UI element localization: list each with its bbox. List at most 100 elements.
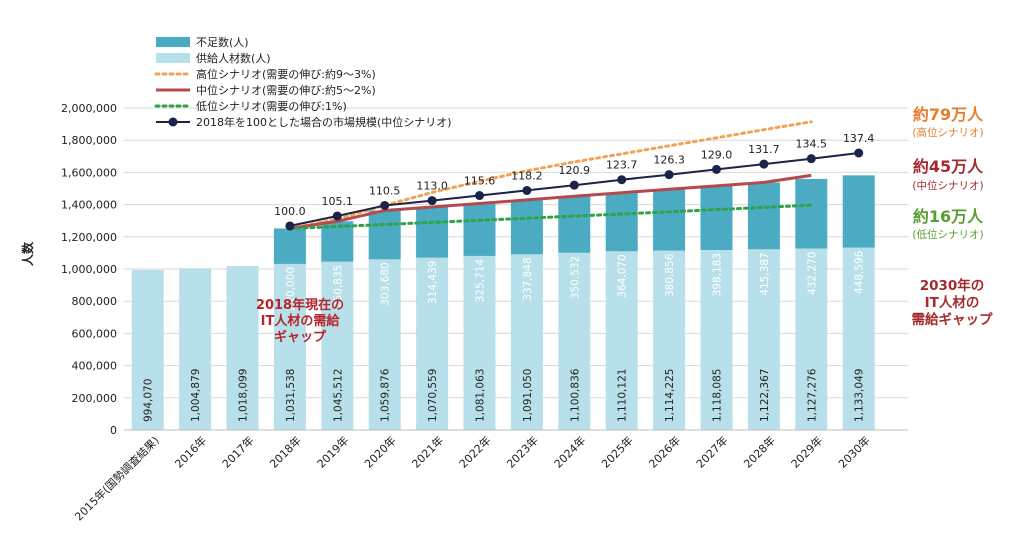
shortage-bar — [510, 199, 543, 255]
shortage-bar — [368, 210, 401, 260]
x-tick-label: 2021年 — [409, 433, 446, 470]
scenario-line-mid — [289, 173, 812, 230]
annotation-gap-2030: IT人材の — [925, 294, 980, 311]
shortage-value-label: 303,680 — [380, 262, 392, 305]
market-index-label: 115.6 — [464, 175, 496, 188]
shortage-bar — [273, 228, 306, 264]
market-index-point — [806, 154, 816, 164]
supply-bar — [273, 263, 306, 430]
legend: 不足数(人) 供給人材数(人) 高位シナリオ(需要の伸び:約9〜3%) 中位シナリオ(… — [154, 36, 452, 129]
y-axis-label: 人数 — [20, 241, 35, 266]
shortage-bar — [416, 207, 449, 258]
market-index-point — [332, 211, 342, 221]
supply-bar — [510, 254, 543, 430]
x-tick-label: 2025年 — [598, 433, 635, 470]
annotations: 2018年現在のIT人材の需給ギャップ2030年のIT人材の需給ギャップ約79万… — [256, 105, 993, 345]
x-tick-label: 2023年 — [504, 433, 541, 470]
scenario-lines — [288, 120, 813, 230]
bars: 994,070 1,004,879 1,018,099 1,031,538 220,00… — [131, 175, 875, 430]
supply-value-label: 1,004,879 — [190, 369, 202, 422]
x-tick-label: 2024年 — [551, 433, 588, 470]
x-tick-label: 2015年(国勢調査結果) — [72, 433, 162, 523]
supply-value-label: 1,091,050 — [522, 369, 534, 422]
x-tick-label: 2020年 — [361, 433, 398, 470]
market-index-point — [522, 185, 532, 195]
annotation-mid-value: 約45万人 — [913, 157, 984, 176]
market-index-point — [759, 159, 769, 169]
y-tick-label: 0 — [110, 424, 117, 437]
legend-swatch-supply — [156, 53, 190, 63]
y-tick-label: 600,000 — [72, 327, 118, 340]
legend-swatch-shortage — [156, 37, 190, 47]
supply-bar — [795, 248, 828, 430]
supply-bar — [700, 249, 733, 430]
supply-bar — [321, 261, 354, 430]
market-index-point — [664, 170, 674, 180]
annotation-gap-2018: ギャップ — [274, 329, 327, 345]
y-tick-label: 1,600,000 — [61, 166, 117, 179]
market-index-point — [617, 175, 627, 185]
supply-bar — [226, 266, 259, 430]
shortage-value-label: 220,000 — [285, 267, 297, 310]
shortage-value-label: 448,596 — [854, 250, 866, 294]
shortage-bar — [463, 203, 496, 256]
supply-value-label: 1,081,063 — [475, 369, 487, 422]
supply-value-label: 1,059,876 — [380, 368, 392, 422]
market-index-label: 126.3 — [653, 154, 685, 167]
x-tick-label: 2028年 — [741, 433, 778, 470]
x-tick-label: 2026年 — [646, 433, 683, 470]
supply-value-label: 1,045,512 — [332, 369, 344, 422]
x-tick-label: 2017年 — [219, 433, 256, 470]
x-tick-label: 2018年 — [267, 433, 304, 470]
shortage-value-label: 350,532 — [569, 256, 581, 299]
market-index-label: 129.0 — [701, 148, 733, 161]
market-index-label: 120.9 — [559, 164, 591, 177]
y-tick-label: 1,000,000 — [61, 263, 117, 276]
supply-value-label: 994,070 — [143, 379, 155, 422]
market-index-point — [427, 196, 437, 206]
shortage-value-label: 325,714 — [475, 259, 487, 303]
market-index-label: 105.1 — [322, 195, 354, 208]
shortage-value-label: 314,439 — [427, 261, 439, 304]
supply-value-label: 1,127,276 — [806, 368, 818, 422]
shortage-bar — [795, 178, 828, 249]
y-tick-label: 800,000 — [72, 295, 118, 308]
y-tick-label: 400,000 — [72, 360, 118, 373]
market-index-point — [380, 200, 390, 210]
shortage-value-label: 250,835 — [332, 265, 344, 308]
supply-bar — [605, 251, 638, 430]
supply-value-label: 1,100,836 — [569, 368, 581, 422]
scenario-line-high — [288, 120, 813, 230]
x-tick-label: 2027年 — [693, 433, 730, 470]
annotation-mid-scenario: (中位シナリオ) — [912, 179, 983, 192]
shortage-value-label: 337,848 — [522, 257, 534, 300]
y-tick-label: 1,400,000 — [61, 199, 117, 212]
annotation-high-scenario: (高位シナリオ) — [912, 126, 983, 139]
annotation-high-value: 約79万人 — [913, 105, 984, 124]
shortage-bar — [747, 182, 780, 250]
supply-value-label: 1,018,099 — [238, 369, 250, 422]
market-index-label: 113.0 — [416, 180, 448, 193]
shortage-bar — [700, 185, 733, 250]
y-axis: 0 200,000 400,000 600,000 800,000 1,000,000 1,… — [61, 102, 117, 437]
market-index-label: 118.2 — [511, 169, 543, 182]
market-index-point — [569, 180, 579, 190]
legend-label: 供給人材数(人) — [196, 51, 271, 65]
supply-value-label: 1,114,225 — [664, 369, 676, 422]
supply-bar — [558, 252, 591, 430]
shortage-bar — [842, 175, 875, 248]
supply-bar — [131, 269, 164, 430]
market-index-point — [854, 148, 864, 158]
annotation-gap-2030: 需給ギャップ — [912, 311, 993, 328]
market-index-label: 110.5 — [369, 184, 401, 197]
supply-value-label: 1,133,049 — [854, 369, 866, 422]
market-index-line: 100.0 105.1 110.5 113.0 115.6 118.2 120.9 123.7… — [274, 132, 874, 231]
x-tick-label: 2019年 — [314, 433, 351, 470]
annotation-gap-2018: 2018年現在の — [256, 297, 344, 313]
supply-bar — [416, 257, 449, 430]
legend-marker-market — [168, 117, 178, 127]
legend-label: 不足数(人) — [196, 36, 249, 49]
market-index-point — [475, 191, 484, 201]
supply-bar — [368, 259, 401, 430]
shortage-value-label: 432,270 — [806, 252, 818, 295]
